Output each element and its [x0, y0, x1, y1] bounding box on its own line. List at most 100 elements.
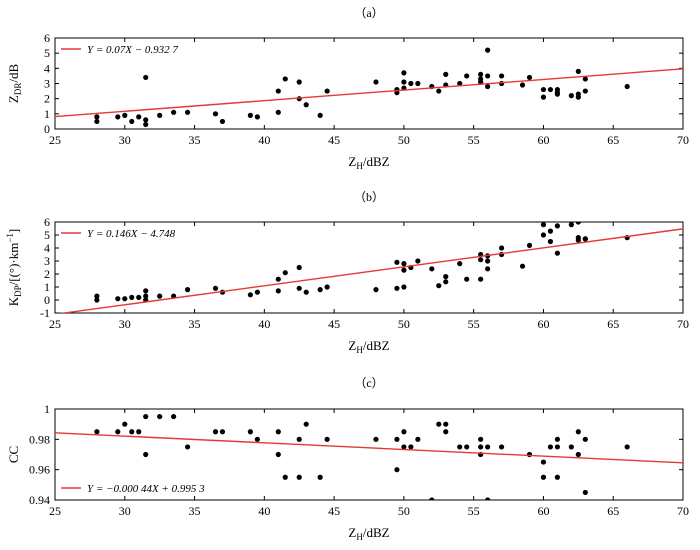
data-point	[129, 294, 135, 300]
data-point	[373, 436, 379, 442]
x-tick-label: 60	[537, 504, 549, 518]
plot-area-frame	[54, 221, 684, 314]
data-point	[275, 276, 281, 282]
x-tick-label: 65	[607, 504, 619, 518]
data-points	[94, 222, 630, 303]
x-tick-label: 55	[468, 317, 480, 331]
data-point	[122, 112, 128, 118]
data-point	[115, 114, 121, 120]
data-point	[415, 80, 421, 87]
data-point	[554, 444, 561, 450]
data-point	[547, 228, 554, 234]
data-point	[324, 88, 330, 94]
data-point	[254, 436, 260, 442]
x-axis-label-main: Z	[348, 154, 356, 169]
x-tick-label: 30	[119, 504, 131, 518]
data-point	[485, 73, 491, 79]
data-point	[575, 429, 581, 435]
x-axis-label: ZH/dBZ	[348, 154, 389, 171]
data-point	[540, 94, 547, 100]
data-point	[436, 421, 442, 427]
data-point	[212, 285, 219, 291]
y-tick-label: 4	[44, 61, 50, 75]
data-point	[408, 444, 414, 450]
x-axis-label-main: Z	[348, 525, 356, 540]
data-point	[436, 88, 442, 94]
y-tick-label: 0.94	[29, 493, 50, 507]
data-point	[415, 258, 421, 264]
data-point	[519, 82, 526, 88]
data-point	[143, 451, 149, 458]
y-axis-label-sub: DR	[13, 83, 23, 96]
data-point	[94, 297, 100, 303]
data-point	[498, 444, 505, 450]
data-point	[554, 436, 561, 442]
y-tick-label: 3	[44, 254, 50, 268]
fit-line	[55, 68, 683, 118]
data-point	[575, 68, 581, 74]
data-point	[457, 80, 463, 87]
data-point	[582, 76, 588, 82]
data-point	[317, 112, 323, 118]
data-point	[624, 83, 630, 90]
y-tick-label: 2	[44, 92, 50, 106]
data-point	[254, 289, 260, 295]
data-point	[540, 474, 547, 480]
x-tick-label: 50	[398, 317, 410, 331]
fit-line	[59, 228, 683, 313]
data-point	[547, 238, 554, 245]
data-point	[485, 47, 491, 53]
x-axis-label-sub: H	[356, 532, 363, 542]
x-tick-label: 40	[258, 317, 270, 331]
plot-area-frame	[54, 408, 684, 501]
data-point	[547, 86, 554, 93]
x-tick-label: 25	[49, 317, 61, 331]
data-point	[171, 413, 177, 420]
y-tick-label: 1	[44, 402, 50, 416]
data-point	[554, 86, 561, 93]
data-point	[436, 283, 442, 289]
data-point	[94, 429, 100, 435]
data-point	[478, 71, 484, 77]
data-point	[296, 474, 302, 480]
data-point	[394, 467, 400, 473]
data-point	[129, 429, 135, 435]
data-point	[443, 421, 449, 427]
x-axis-label-sub: H	[356, 345, 363, 355]
data-point	[282, 474, 288, 480]
data-point	[443, 279, 449, 285]
chart-panel-3: （c） 25 30 35 40 45 50 55 60 65 70 0.94 0.96 0.98 1 ZH/d…	[6, 376, 689, 542]
data-point	[485, 258, 491, 264]
data-point	[136, 294, 142, 300]
data-point	[575, 237, 581, 243]
legend-label: Y = 0.146X − 4.748	[87, 228, 176, 240]
data-point	[568, 93, 574, 99]
x-tick-label: 45	[328, 133, 340, 147]
x-tick-label: 70	[677, 317, 689, 331]
x-tick-label: 55	[468, 504, 480, 518]
y-axis-label: KDP/[(°)·km−1]	[5, 229, 23, 307]
y-tick-label: 6	[44, 215, 50, 229]
fit-line-group	[55, 432, 683, 464]
data-point	[94, 293, 100, 299]
x-tick-label: 60	[537, 133, 549, 147]
data-point	[219, 429, 226, 435]
data-point	[296, 436, 302, 442]
y-tick-label: 6	[44, 31, 50, 45]
data-point	[394, 259, 400, 265]
x-tick-label: 30	[119, 133, 131, 147]
data-point	[184, 109, 191, 115]
data-point	[464, 73, 470, 79]
data-point	[443, 429, 449, 435]
data-point	[212, 429, 219, 435]
data-point	[143, 74, 149, 81]
data-point	[373, 79, 379, 85]
data-point	[275, 451, 281, 458]
data-point	[401, 79, 407, 85]
data-point	[317, 474, 323, 480]
data-point	[554, 250, 561, 256]
y-tick-label: 2	[44, 267, 50, 281]
data-point	[401, 444, 407, 450]
data-point	[275, 109, 281, 115]
